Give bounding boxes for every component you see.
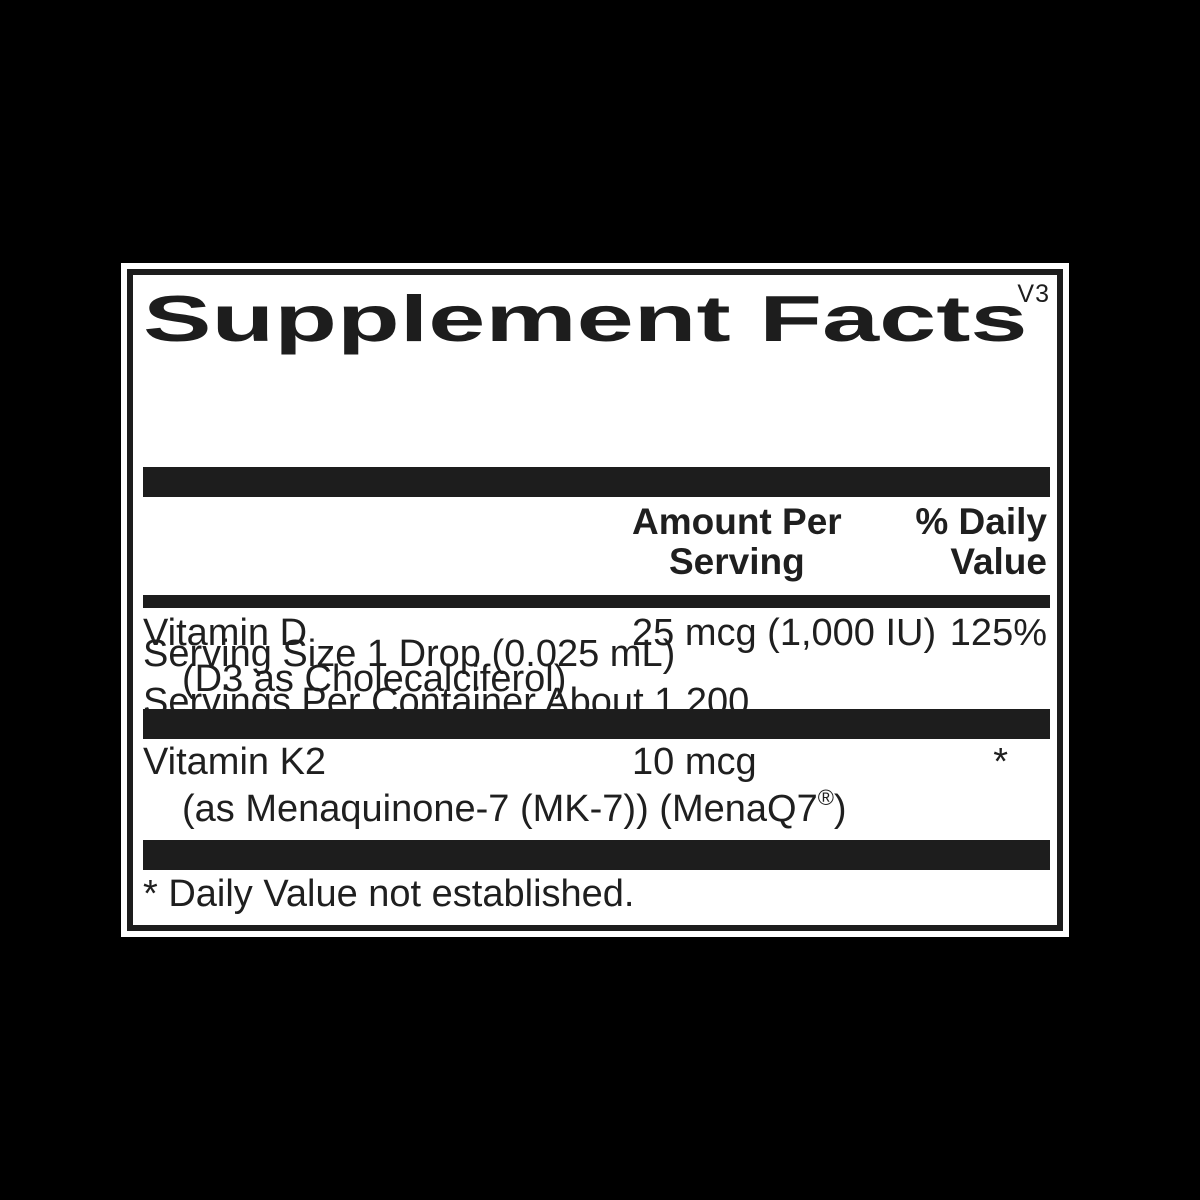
dv-header-line1: % Daily xyxy=(915,501,1047,542)
nutrient-amount-vitamin-d: 25 mcg (1,000 IU) xyxy=(632,612,937,654)
nutrient-dv-vitamin-k2: * xyxy=(993,741,1008,783)
nutrient-name-vitamin-k2: Vitamin K2 xyxy=(143,741,327,783)
daily-value-footnote: * Daily Value not established. xyxy=(143,873,635,915)
divider-thick-bottom xyxy=(143,840,1050,870)
registered-trademark-symbol: ® xyxy=(817,785,834,810)
serving-size-text: Serving Size 1 Drop (0.025 mL) xyxy=(143,633,676,675)
divider-thick-top xyxy=(143,467,1050,497)
nutrient-detail-vitamin-d: (D3 as Cholecalciferol) xyxy=(182,658,567,700)
amount-header-line1: Amount Per xyxy=(632,501,842,542)
detail-closing-paren: ) xyxy=(833,788,847,830)
nutrient-dv-vitamin-d: 125% xyxy=(949,612,1047,654)
nutrient-amount-vitamin-k2: 10 mcg xyxy=(632,741,757,783)
nutrient-name-vitamin-d: Vitamin D xyxy=(143,612,308,654)
nutrient-detail-vitamin-k2: (as Menaquinone-7 (MK-7)) (MenaQ7®) xyxy=(182,785,847,830)
amount-header-line2: Serving xyxy=(668,541,805,582)
divider-medium-under-headers xyxy=(143,595,1050,608)
dv-header-line2: Value xyxy=(950,541,1047,582)
percent-daily-value-header: % Daily Value xyxy=(915,502,1047,582)
detail-text: (as Menaquinone-7 (MK-7)) (MenaQ7 xyxy=(182,788,818,830)
amount-per-serving-header: Amount Per Serving xyxy=(632,502,842,582)
supplement-facts-panel: Supplement Facts V3 Serving Size 1 Drop … xyxy=(121,263,1069,937)
divider-thick-middle xyxy=(143,709,1050,739)
panel-title: Supplement Facts xyxy=(143,282,1028,355)
version-tag: V3 xyxy=(1017,280,1050,308)
